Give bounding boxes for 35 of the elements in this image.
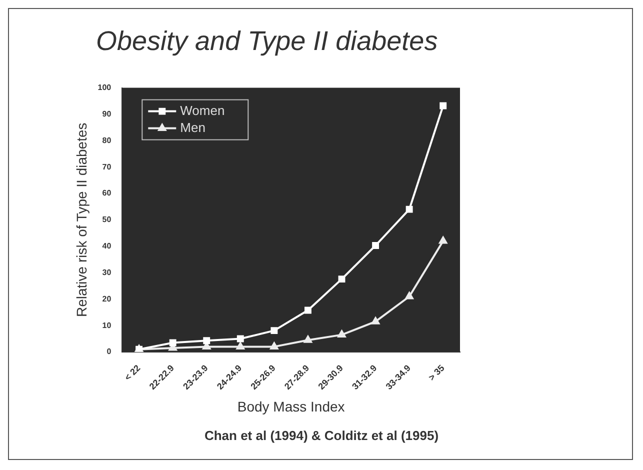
chart-title: Obesity and Type II diabetes [96, 26, 438, 57]
y-tick-label: 10 [102, 320, 112, 330]
point [203, 337, 210, 344]
point [439, 236, 448, 244]
y-tick-label: 50 [102, 215, 112, 224]
point [372, 317, 380, 324]
point [236, 342, 244, 350]
x-axis-title: Body Mass Index [237, 398, 345, 414]
point [440, 102, 447, 110]
y-tick-label: 90 [102, 109, 112, 118]
point [304, 306, 312, 314]
y-tick-label: 100 [98, 83, 112, 92]
point [406, 206, 413, 213]
point [270, 342, 278, 350]
point [372, 242, 380, 249]
y-axis-title: Relative risk of Type II diabetes [73, 122, 90, 318]
x-tick-label: > 35 [426, 362, 446, 383]
point [270, 327, 278, 334]
legend-label: Women [180, 102, 225, 118]
y-tick-label: 30 [102, 268, 112, 277]
point [236, 335, 244, 342]
legend-label: Men [180, 120, 206, 135]
point [169, 339, 176, 346]
point [405, 292, 414, 300]
y-tick-label: 40 [102, 242, 112, 251]
point [338, 276, 346, 283]
y-tick-label: 20 [102, 294, 112, 304]
y-tick-label: 70 [102, 162, 112, 172]
point [304, 336, 312, 343]
y-tick-label: 0 [106, 347, 112, 356]
x-tick-label: < 22 [122, 362, 142, 383]
point [338, 330, 346, 338]
y-tick-label: 80 [102, 136, 112, 145]
y-tick-label: 60 [102, 188, 112, 198]
text: Chan et al (1994) & Colditz et al (1995) [203, 428, 440, 443]
